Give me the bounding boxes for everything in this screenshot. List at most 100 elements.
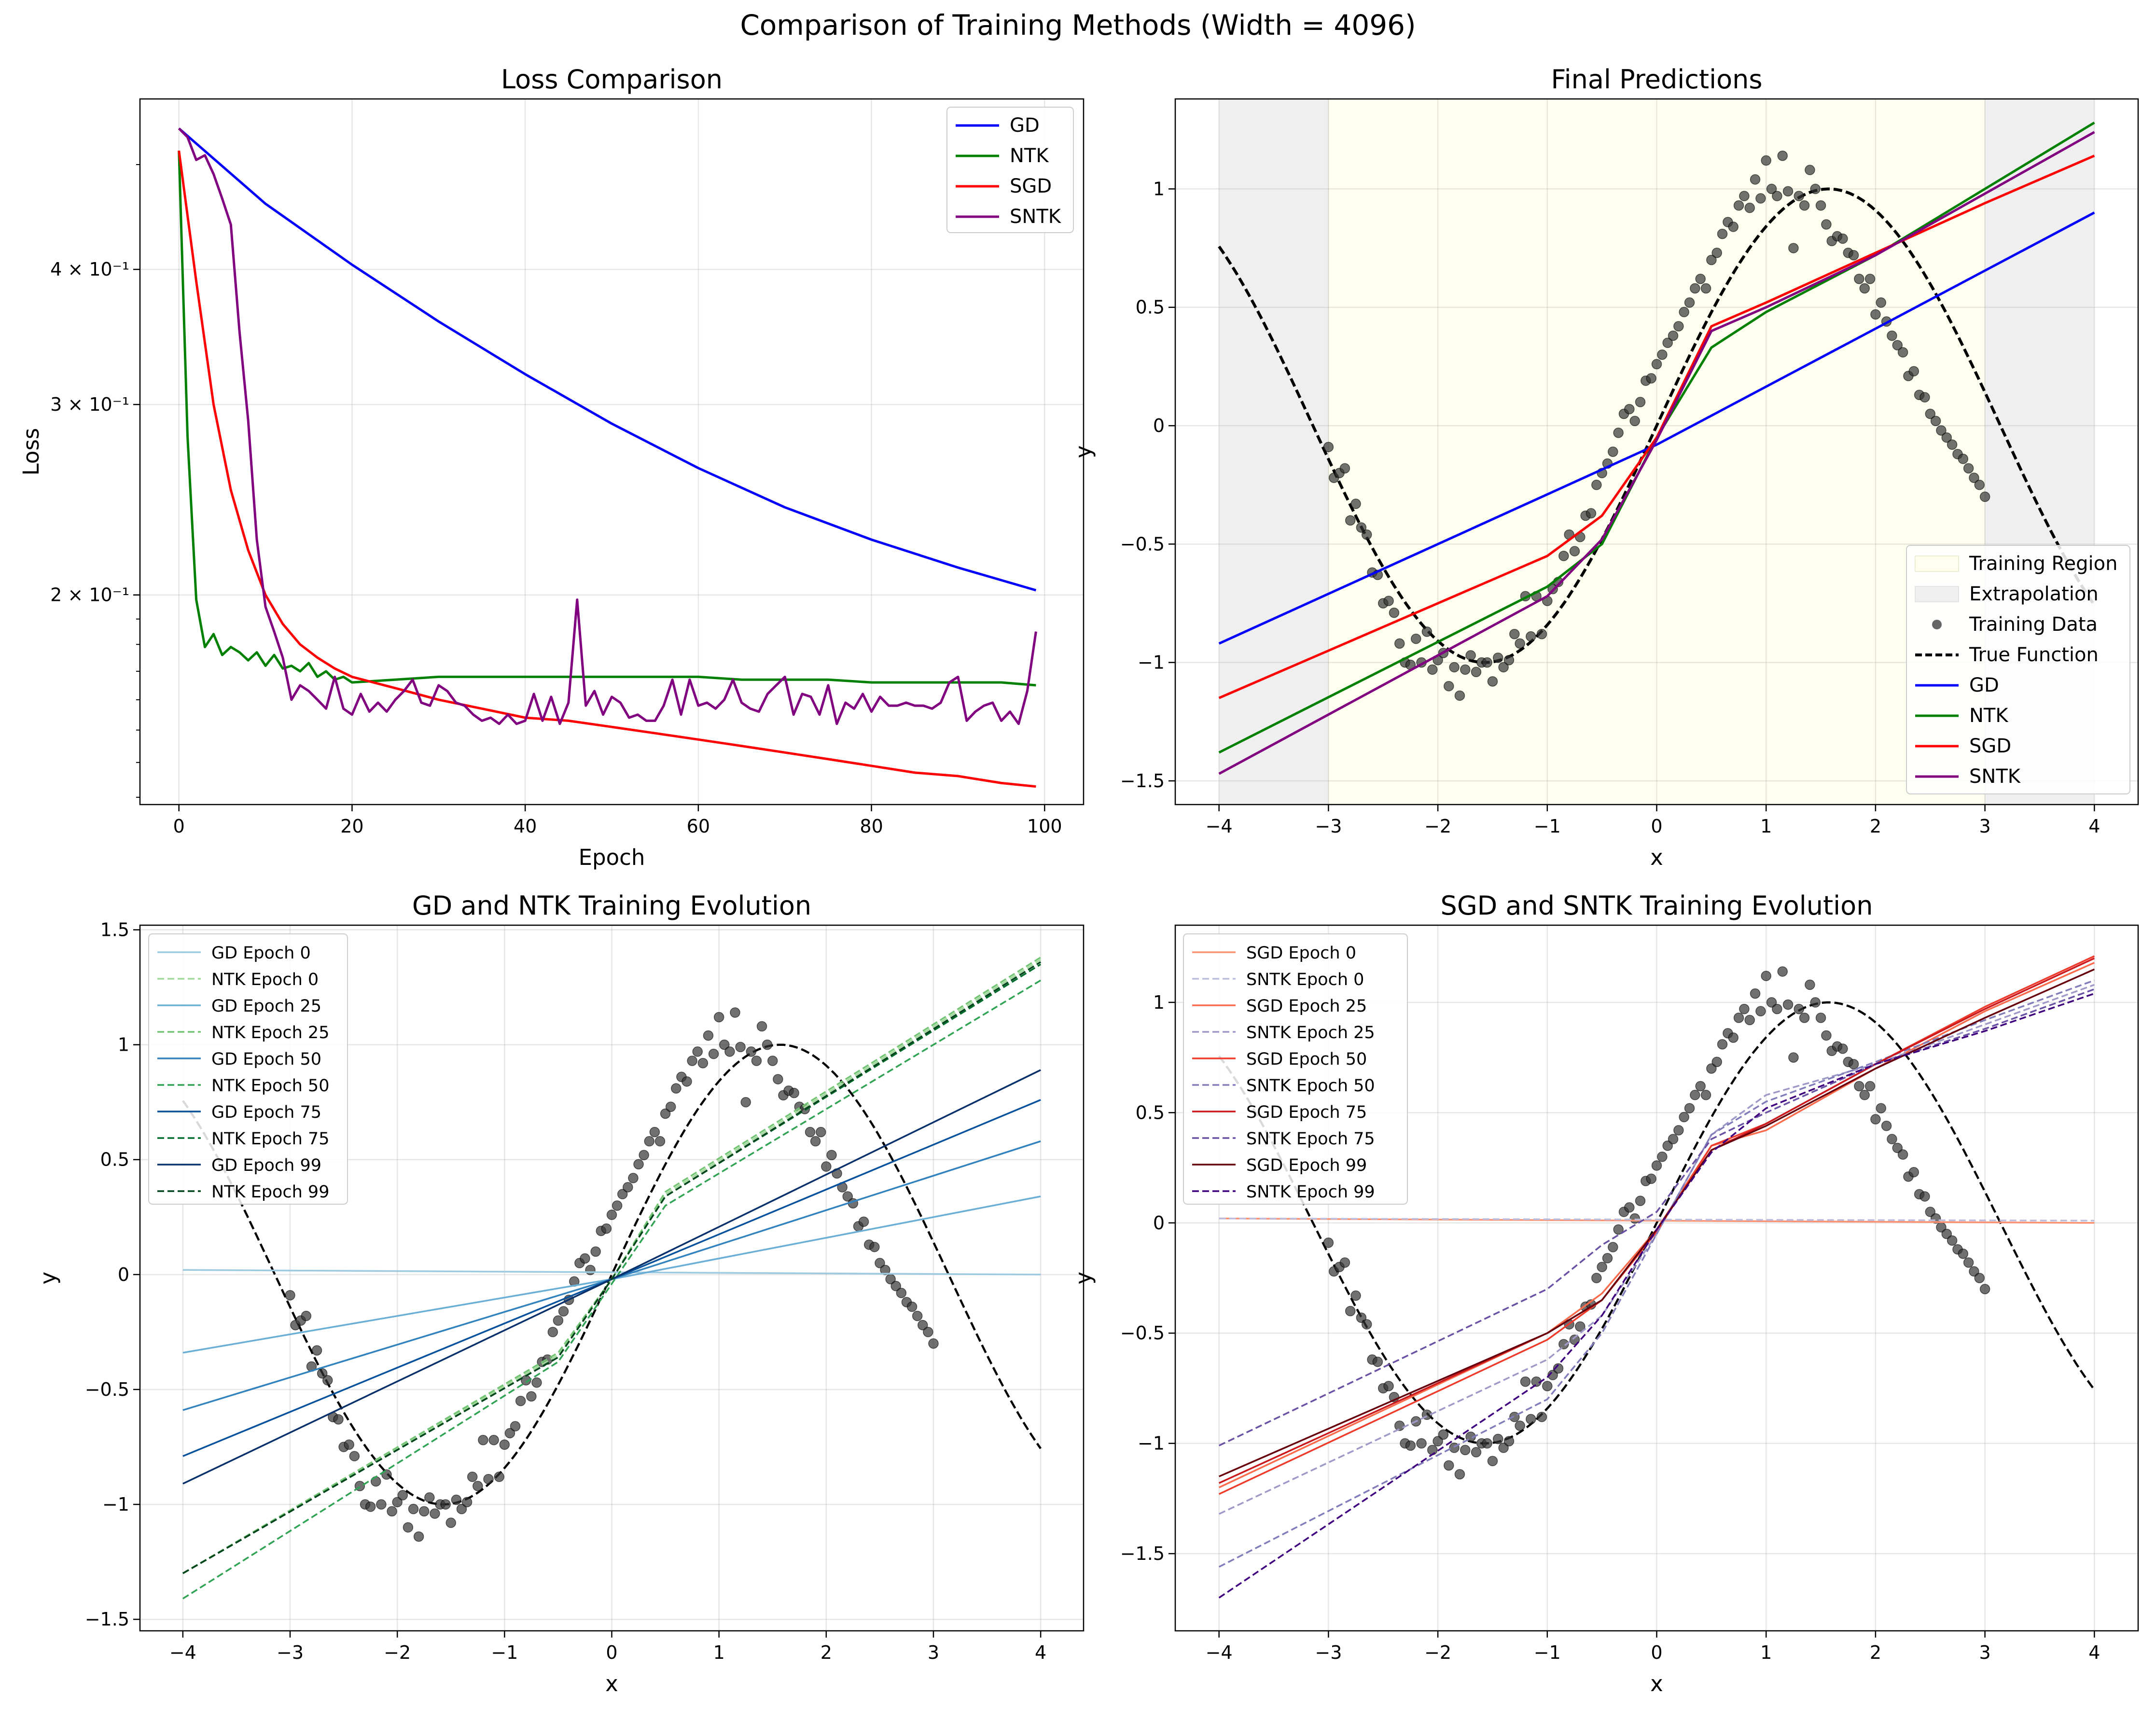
x-tick-label: −1 [491, 1642, 518, 1663]
training-data-point [1657, 349, 1668, 360]
training-data-point [1662, 1140, 1673, 1151]
y-tick-label: −1.5 [1120, 770, 1165, 792]
training-data-point [1920, 1191, 1930, 1202]
region-training-region [1328, 98, 1986, 805]
true-function-line [1218, 187, 2096, 664]
legend-label: NTK Epoch 25 [211, 1023, 329, 1042]
training-data-point [654, 1136, 666, 1147]
series-ntk-epoch-25 [182, 957, 1042, 1574]
legend-gd-ntk: GD Epoch 0 NTK Epoch 0 GD Epoch 25 NTK Epoc… [148, 933, 348, 1205]
plot-area-preds [1218, 121, 2096, 775]
x-tick-label: 1 [713, 1642, 725, 1663]
training-data-point [1427, 1445, 1438, 1456]
training-data-point [1941, 432, 1952, 443]
x-tick-label: −1 [1534, 816, 1561, 837]
training-data-point [1739, 191, 1750, 201]
plot-area-loss [178, 127, 1037, 788]
training-data-point [483, 1473, 494, 1485]
y-tick-label: 4 × 10⁻¹ [50, 259, 129, 280]
training-data-point [1608, 1242, 1618, 1252]
training-data-point [1930, 416, 1941, 426]
training-data-point [918, 1320, 928, 1331]
training-data-point [418, 1506, 430, 1517]
subplot-title: Final Predictions [1551, 64, 1762, 95]
training-data-point [1482, 1438, 1492, 1449]
training-data-point [1958, 453, 1969, 464]
training-data-point [1673, 1125, 1684, 1136]
y-tick-label: −0.5 [1120, 533, 1165, 555]
training-data-point [1837, 233, 1848, 244]
training-data-point [1356, 1312, 1367, 1323]
legend-label: SGD Epoch 0 [1246, 944, 1356, 963]
legend-label: GD [1969, 674, 1999, 696]
training-data-point [1444, 1460, 1454, 1471]
training-data-point [623, 1182, 633, 1193]
legend-label: NTK [1969, 705, 2009, 727]
training-data-point [1493, 653, 1503, 663]
training-data-point [1788, 1052, 1799, 1063]
training-data-point [1553, 1363, 1564, 1374]
x-axis-label: Epoch [579, 845, 645, 870]
training-data-point [923, 1327, 933, 1337]
series-ntk [178, 151, 1036, 687]
y-tick-label: 0 [1153, 1212, 1165, 1234]
training-data-point [1733, 1013, 1744, 1023]
y-tick-label: 0.5 [100, 1149, 129, 1170]
legend-label: GD Epoch 99 [211, 1156, 321, 1175]
training-data-point [510, 1421, 521, 1431]
training-data-point [1799, 1013, 1810, 1023]
training-data-point [413, 1531, 424, 1542]
x-tick-label: 3 [1979, 1642, 1991, 1663]
training-data-point [430, 1508, 440, 1519]
training-data-point [1536, 1412, 1547, 1422]
series-gd [1218, 211, 2095, 645]
region-extrapolation [1219, 99, 1329, 805]
training-data-point [1920, 392, 1930, 403]
legend-handle [1915, 586, 1959, 602]
x-tick-label: 100 [1027, 816, 1062, 837]
training-data-point [1350, 1290, 1361, 1301]
training-data-point [1389, 607, 1400, 618]
training-data-point [1602, 1253, 1613, 1264]
training-data-point [311, 1345, 322, 1356]
training-data-point [515, 1396, 526, 1406]
training-data-point [1613, 1224, 1624, 1235]
axes-frame [1174, 924, 2139, 1632]
plot-area-gd-ntk [182, 957, 1042, 1599]
training-data-point [408, 1503, 419, 1514]
training-data-point [1979, 1284, 1990, 1294]
training-data-point [1662, 337, 1673, 348]
legend-label: SGD Epoch 75 [1246, 1103, 1367, 1122]
training-data-point [1854, 1081, 1864, 1092]
legend-label: SNTK Epoch 25 [1246, 1023, 1375, 1042]
training-data-point [526, 1391, 537, 1402]
training-data-point [746, 1046, 757, 1057]
training-data-point [1794, 191, 1804, 201]
subplot-title: Loss Comparison [501, 64, 723, 95]
series-ntk-epoch-50 [182, 979, 1042, 1599]
training-data-point [1750, 174, 1761, 185]
series-ntk [1218, 121, 2095, 754]
y-tick-label: 3 × 10⁻¹ [50, 394, 129, 415]
training-data-point [1339, 463, 1350, 474]
training-data-point [1460, 664, 1471, 675]
training-data-point [1755, 193, 1766, 204]
training-data-point [1870, 1114, 1881, 1125]
legend-label: GD Epoch 50 [211, 1050, 321, 1069]
training-data-point [494, 1472, 504, 1482]
legend-box [1183, 933, 1408, 1205]
training-data-point [376, 1499, 387, 1510]
training-data-point [869, 1241, 880, 1252]
training-data-point [1947, 439, 1958, 450]
training-data-point [456, 1503, 467, 1514]
training-data-point [1569, 1334, 1580, 1345]
training-data-point [558, 1306, 569, 1317]
training-data-point [1679, 306, 1689, 318]
training-data-point [1405, 1440, 1416, 1451]
training-data-point [440, 1499, 451, 1510]
training-data-point [1892, 340, 1903, 350]
x-tick-label: −2 [384, 1642, 411, 1663]
training-data-point [1805, 979, 1815, 990]
training-data-point [1471, 1447, 1482, 1458]
x-tick-label: 0 [173, 816, 185, 837]
